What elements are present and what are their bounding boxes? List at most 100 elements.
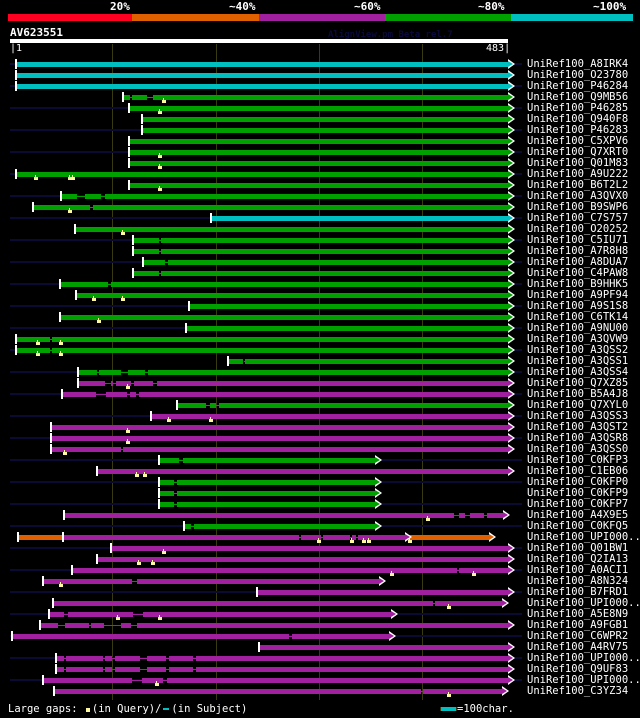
hit-name-link[interactable]: UniRef100_A3QST2 [527, 421, 629, 433]
hit-row[interactable]: UniRef100_B6T2L2 [0, 179, 640, 191]
hit-name-link[interactable]: UniRef100_P46285 [527, 102, 629, 114]
hit-name-link[interactable]: UniRef100_C0KFP9 [527, 487, 629, 499]
hit-row[interactable]: UniRef100_A8DUA7 [0, 256, 640, 268]
hit-name-link[interactable]: UniRef100_C0KFP0 [527, 476, 629, 488]
hit-name-link[interactable]: UniRef100_A4X9E5 [527, 509, 629, 521]
hit-row[interactable]: UniRef100_Q2IA13 [0, 553, 640, 565]
hit-name-link[interactable]: UniRef100_B6T2L2 [527, 179, 629, 191]
hit-name-link[interactable]: UniRef100_Q940F8 [527, 113, 629, 125]
hit-row[interactable]: UniRef100_A9FGB1 [0, 619, 640, 631]
hit-name-link[interactable]: UniRef100_A0ACI1 [527, 564, 629, 576]
hit-row[interactable]: UniRef100_Q7XRT0 [0, 146, 640, 158]
hit-row[interactable]: UniRef100_A3QSS0 [0, 443, 640, 455]
hit-name-link[interactable]: UniRef100_A9NU00 [527, 322, 629, 334]
hit-name-link[interactable]: UniRef100_A8DUA7 [527, 256, 629, 268]
hit-row[interactable]: UniRef100_A9U222 [0, 168, 640, 180]
hit-row[interactable]: UniRef100_A4RV75 [0, 641, 640, 653]
hit-row[interactable]: UniRef100_A5E8N9 [0, 608, 640, 620]
hit-row[interactable]: UniRef100_C6WPR2 [0, 630, 640, 642]
hit-row[interactable]: UniRef100_A3QSS3 [0, 410, 640, 422]
hit-name-link[interactable]: UniRef100_Q2IA13 [527, 553, 629, 565]
hit-name-link[interactable]: UniRef100_A4RV75 [527, 641, 629, 653]
hit-name-link[interactable]: UniRef100_A3QSS2 [527, 344, 629, 356]
hit-row[interactable]: UniRef100_A3QSS1 [0, 355, 640, 367]
hit-row[interactable]: UniRef100_UPI000.. [0, 531, 640, 543]
hit-row[interactable]: UniRef100_Q01BW1 [0, 542, 640, 554]
hit-row[interactable]: UniRef100_C3YZ34 [0, 685, 640, 697]
hit-row[interactable]: UniRef100_A0ACI1 [0, 564, 640, 576]
hit-row[interactable]: UniRef100_Q01M83 [0, 157, 640, 169]
hit-row[interactable]: UniRef100_B7FRD1 [0, 586, 640, 598]
hit-name-link[interactable]: UniRef100_Q7XYL0 [527, 399, 629, 411]
hit-name-link[interactable]: UniRef100_P46284 [527, 80, 629, 92]
hit-row[interactable]: UniRef100_P46285 [0, 102, 640, 114]
hit-row[interactable]: UniRef100_A3QVX0 [0, 190, 640, 202]
hit-row[interactable]: UniRef100_C4PAW8 [0, 267, 640, 279]
hit-name-link[interactable]: UniRef100_C4PAW8 [527, 267, 629, 279]
hit-name-link[interactable]: UniRef100_A9S1S8 [527, 300, 629, 312]
hit-row[interactable]: UniRef100_C1EB06 [0, 465, 640, 477]
hit-row[interactable]: UniRef100_Q9MB56 [0, 91, 640, 103]
hit-row[interactable]: UniRef100_A7R8H8 [0, 245, 640, 257]
hit-name-link[interactable]: UniRef100_C0KFP7 [527, 498, 629, 510]
hit-name-link[interactable]: UniRef100_A3QVX0 [527, 190, 629, 202]
hit-name-link[interactable]: UniRef100_A3QSS1 [527, 355, 629, 367]
hit-row[interactable]: UniRef100_A3QVW9 [0, 333, 640, 345]
hit-name-link[interactable]: UniRef100_UPI000.. [527, 652, 640, 664]
hit-name-link[interactable]: UniRef100_C5XPV6 [527, 135, 629, 147]
hit-name-link[interactable]: UniRef100_P46283 [527, 124, 629, 136]
hit-row[interactable]: UniRef100_A9S1S8 [0, 300, 640, 312]
hit-name-link[interactable]: UniRef100_C7S757 [527, 212, 629, 224]
hit-row[interactable]: UniRef100_P46284 [0, 80, 640, 92]
hit-row[interactable]: UniRef100_A9NU00 [0, 322, 640, 334]
hit-row[interactable]: UniRef100_B9HHK5 [0, 278, 640, 290]
hit-name-link[interactable]: UniRef100_B5A4J8 [527, 388, 629, 400]
hit-name-link[interactable]: UniRef100_A8IRK4 [527, 58, 629, 70]
hit-name-link[interactable]: UniRef100_A7R8H8 [527, 245, 629, 257]
hit-row[interactable]: UniRef100_A8IRK4 [0, 58, 640, 70]
hit-name-link[interactable]: UniRef100_A5E8N9 [527, 608, 629, 620]
hit-name-link[interactable]: UniRef100_B9SWP6 [527, 201, 629, 213]
hit-name-link[interactable]: UniRef100_A8N324 [527, 575, 629, 587]
hit-name-link[interactable]: UniRef100_Q9UF83 [527, 663, 629, 675]
hit-name-link[interactable]: UniRef100_C6TK14 [527, 311, 629, 323]
hit-name-link[interactable]: UniRef100_UPI000.. [527, 674, 640, 686]
hit-row[interactable]: UniRef100_B5A4J8 [0, 388, 640, 400]
hit-name-link[interactable]: UniRef100_C1EB06 [527, 465, 629, 477]
hit-row[interactable]: UniRef100_C0KFP0 [0, 476, 640, 488]
hit-row[interactable]: UniRef100_O20252 [0, 223, 640, 235]
hit-name-link[interactable]: UniRef100_A9FGB1 [527, 619, 629, 631]
hit-row[interactable]: UniRef100_UPI000.. [0, 674, 640, 686]
hit-name-link[interactable]: UniRef100_C5IU71 [527, 234, 629, 246]
hit-row[interactable]: UniRef100_Q7XYL0 [0, 399, 640, 411]
hit-row[interactable]: UniRef100_O23780 [0, 69, 640, 81]
hit-name-link[interactable]: UniRef100_C0KFP3 [527, 454, 629, 466]
hit-row[interactable]: UniRef100_C0KFQ5 [0, 520, 640, 532]
hit-row[interactable]: UniRef100_A8N324 [0, 575, 640, 587]
hit-name-link[interactable]: UniRef100_A3QSS4 [527, 366, 629, 378]
hit-row[interactable]: UniRef100_C0KFP9 [0, 487, 640, 499]
hit-row[interactable]: UniRef100_C6TK14 [0, 311, 640, 323]
hit-row[interactable]: UniRef100_A3QSR8 [0, 432, 640, 444]
hit-name-link[interactable]: UniRef100_UPI000.. [527, 531, 640, 543]
hit-name-link[interactable]: UniRef100_C0KFQ5 [527, 520, 629, 532]
hit-row[interactable]: UniRef100_C7S757 [0, 212, 640, 224]
hit-row[interactable]: UniRef100_A9PF94 [0, 289, 640, 301]
hit-row[interactable]: UniRef100_A3QSS2 [0, 344, 640, 356]
hit-name-link[interactable]: UniRef100_B9HHK5 [527, 278, 629, 290]
hit-name-link[interactable]: UniRef100_UPI000.. [527, 597, 640, 609]
hit-name-link[interactable]: UniRef100_O20252 [527, 223, 629, 235]
hit-row[interactable]: UniRef100_C5XPV6 [0, 135, 640, 147]
hit-name-link[interactable]: UniRef100_Q01BW1 [527, 542, 629, 554]
hit-name-link[interactable]: UniRef100_C3YZ34 [527, 685, 629, 697]
hit-row[interactable]: UniRef100_C5IU71 [0, 234, 640, 246]
hit-name-link[interactable]: UniRef100_A9PF94 [527, 289, 629, 301]
hit-name-link[interactable]: UniRef100_Q01M83 [527, 157, 629, 169]
hit-name-link[interactable]: UniRef100_O23780 [527, 69, 629, 81]
hit-name-link[interactable]: UniRef100_A3QSR8 [527, 432, 629, 444]
hit-row[interactable]: UniRef100_A4X9E5 [0, 509, 640, 521]
hit-name-link[interactable]: UniRef100_Q9MB56 [527, 91, 629, 103]
hit-row[interactable]: UniRef100_Q940F8 [0, 113, 640, 125]
hit-name-link[interactable]: UniRef100_A9U222 [527, 168, 629, 180]
hit-row[interactable]: UniRef100_UPI000.. [0, 652, 640, 664]
